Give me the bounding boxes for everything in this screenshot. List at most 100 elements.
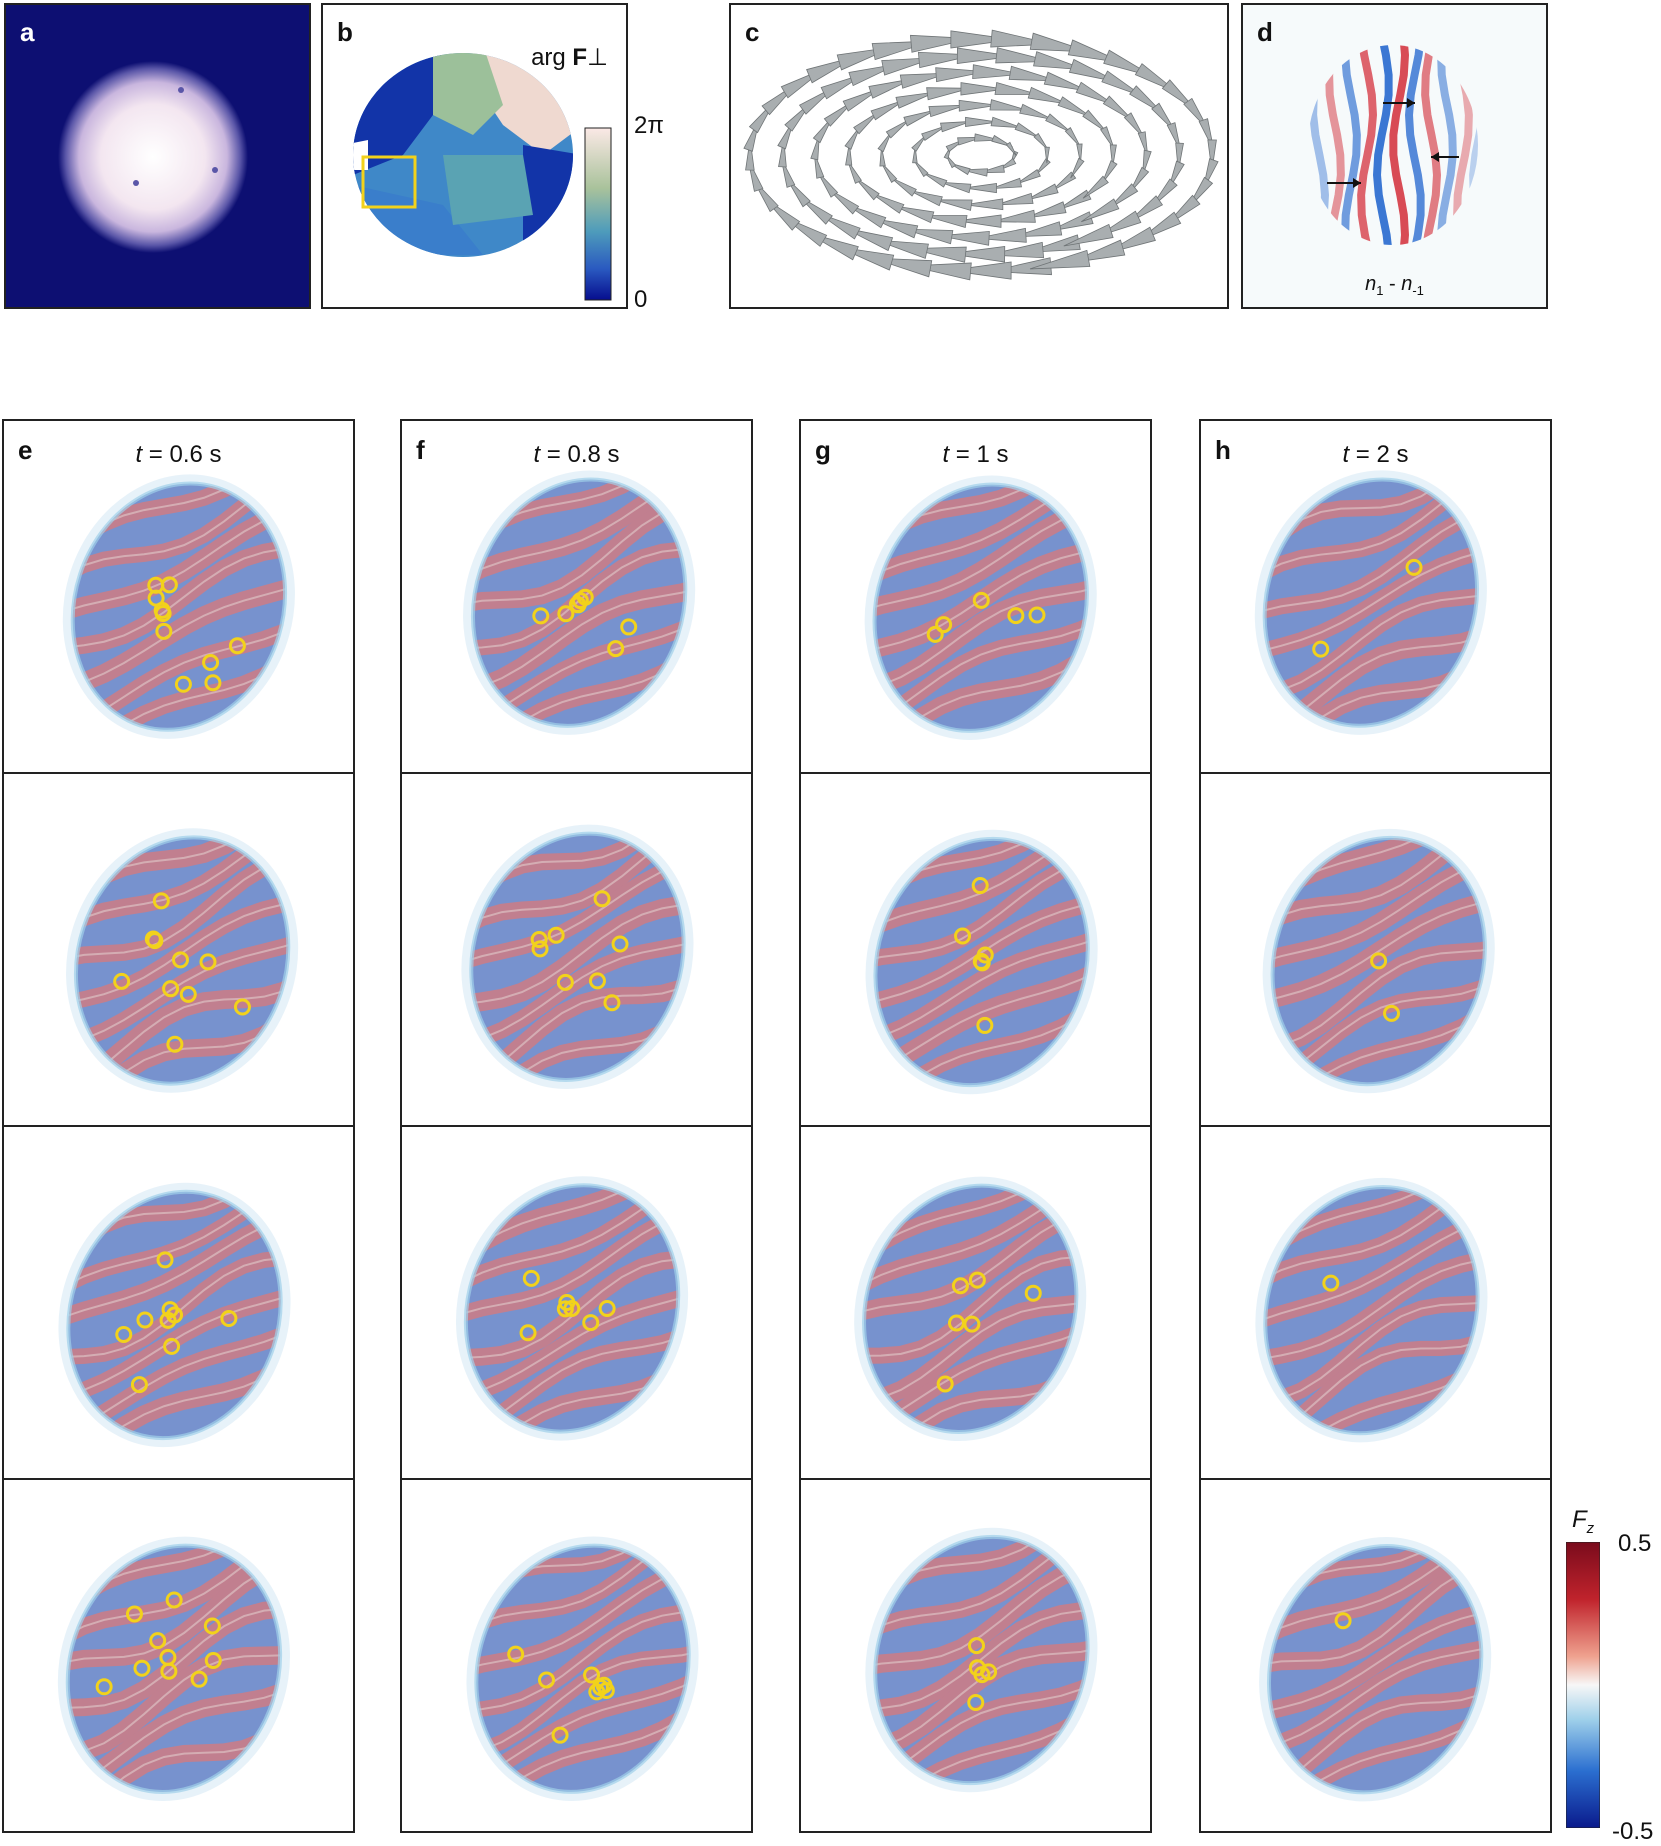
spin-cone [909,190,943,207]
spin-cone [1123,112,1146,140]
spin-cone [845,142,853,166]
population-difference-image [1308,45,1478,245]
defect-marker [537,1671,555,1689]
defect-marker [507,1645,525,1663]
fz-stripe-pattern [1237,1518,1513,1821]
defect-marker [152,892,170,910]
defect-marker [582,1314,600,1332]
spin-cone [1081,198,1120,223]
defect-marker [144,930,162,948]
defect-marker [620,618,638,636]
spin-cone [1057,96,1092,118]
fz-stripe-pattern [439,805,715,1108]
fz-image-h-4 [1199,1478,1552,1833]
spin-cone [940,181,972,194]
panel-label-h: h [1215,435,1231,465]
fz-stripe-pattern [36,1517,312,1820]
spin-cone [1027,86,1068,105]
panel-c: c [729,3,1229,309]
defect-marker [1028,606,1046,624]
spin-cone [1045,113,1072,133]
fz-stripe-pattern [441,451,717,754]
defect-marker [1383,1004,1401,1022]
spin-cone [1015,169,1041,185]
spin-cone [847,204,887,229]
defect-marker [171,951,189,969]
defect-marker [972,952,990,970]
fz-stripe-pattern [843,456,1119,759]
defect-marker [926,625,944,643]
panel-label-c: c [745,17,760,47]
spin-cone [1025,201,1067,219]
spin-cone [1175,142,1184,172]
spin-cone [816,170,839,198]
spin-cone [950,30,1013,49]
spin-cone [1063,223,1114,247]
defect-marker [611,935,629,953]
time-label-h: t = 2 s [1342,441,1409,468]
defect-marker [556,973,574,991]
time-label-e: t = 0.6 s [135,441,222,468]
panel-label-b: b [337,17,353,47]
fz-image-e-4 [2,1478,355,1833]
defect-marker [557,605,575,623]
phase-map-image [353,53,612,301]
spin-cone [990,116,1022,129]
spin-cone [1019,103,1053,120]
fz-image-f-4 [400,1478,753,1833]
spin-cone [922,172,948,188]
panel-label-a: a [20,17,35,47]
spin-cone [1082,175,1109,199]
spin-cone [854,177,880,201]
spin-cone [778,138,787,168]
spin-cone [958,99,998,112]
defect-marker [228,637,246,655]
spin-cone [1008,65,1058,82]
defect-marker [607,640,625,658]
panel-label-f: f [416,435,425,465]
defect-marker [583,1666,601,1684]
spin-cone [1029,249,1091,270]
time-label-f: t = 0.8 s [533,441,620,468]
spin-cone [1070,157,1085,179]
spin-cone [885,118,911,139]
defect-marker [522,1269,540,1287]
spin-cone [964,198,1004,211]
fz-image-f-3 [400,1125,753,1480]
defect-marker [1024,1284,1042,1302]
spin-cone [989,99,1028,111]
spin-cone [1076,143,1083,164]
defect-marker [159,1311,177,1329]
panel-label-e: e [18,435,33,465]
spin-cone [877,131,892,153]
spin-cone [890,177,917,197]
fz-stripe-pattern [843,1508,1119,1812]
spin-vortex-rendering [743,29,1219,281]
defect-marker [531,940,549,958]
defect-marker [220,1309,238,1327]
defect-marker [202,654,220,672]
fz-image-e-3 [2,1125,355,1480]
spin-cone [745,139,755,171]
spin-cone [1026,183,1059,201]
defect-marker [968,1637,986,1655]
defect-marker [593,890,611,908]
defect-marker [174,675,192,693]
defect-marker [125,1605,143,1623]
spin-cone [1102,95,1134,122]
spin-cone [957,214,1002,228]
spin-cone [1109,144,1117,168]
defect-marker [597,1681,615,1699]
fz-stripe-pattern [1233,1159,1509,1462]
panel-d: d n1 - n-1 [1241,3,1548,309]
spin-cone [1207,139,1217,171]
defect-marker [519,1324,537,1342]
fz-image-h-1: h t = 2 s [1199,419,1552,774]
defect-marker [155,622,173,640]
defect-marker [199,953,217,971]
spin-cone [1075,81,1115,106]
defect-marker [971,877,989,895]
spin-cone [923,215,968,228]
panel-a: a [4,3,311,309]
defect-marker [113,972,131,990]
